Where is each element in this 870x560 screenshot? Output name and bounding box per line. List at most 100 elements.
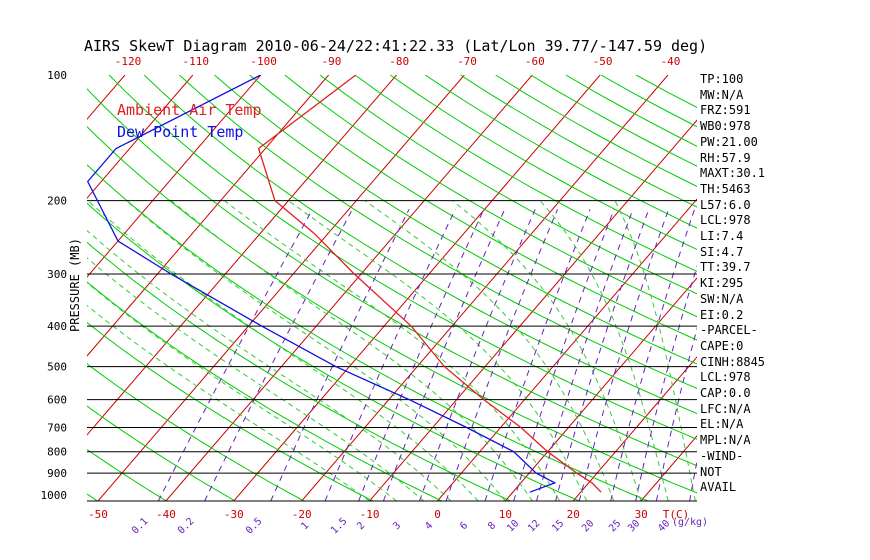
top-temp-tick-label: -90 — [321, 55, 341, 68]
index-item: WB0:978 — [700, 119, 751, 134]
mixing-ratio-label: 0.1 — [130, 516, 151, 537]
dry-adiabat-lines — [87, 75, 697, 501]
mixing-ratio-line — [419, 209, 536, 501]
isotherm-line — [97, 75, 465, 501]
moist-adiabat-line — [87, 282, 397, 501]
index-item: AVAIL — [700, 480, 737, 495]
moist-adiabat-line — [87, 304, 370, 501]
index-item: EL:N/A — [700, 417, 744, 432]
dry-adiabat-line — [87, 405, 236, 501]
top-temp-tick-label: -40 — [660, 55, 680, 68]
index-item: L57:6.0 — [700, 197, 751, 212]
mixing-ratio-line — [204, 209, 353, 501]
bottom-temp-tick-label: 0 — [434, 508, 441, 521]
mixing-ratio-label: 0.5 — [244, 516, 265, 537]
dry-adiabat-line — [87, 493, 98, 501]
index-item: SW:N/A — [700, 291, 744, 306]
pressure-tick-label: 200 — [47, 195, 67, 208]
isotherm-line — [87, 75, 397, 436]
dry-adiabat-line — [87, 281, 442, 501]
bottom-temp-tick-label: -10 — [360, 508, 380, 521]
mixing-ratio-line — [270, 209, 410, 501]
sounding-series — [87, 75, 602, 493]
mixing-ratio-line — [689, 458, 697, 501]
dry-adiabat-line — [354, 75, 697, 272]
bottom-temp-tick-label: -20 — [292, 508, 312, 521]
moist-adiabat-line — [87, 200, 479, 501]
pressure-tick-label: 100 — [47, 69, 67, 82]
mixing-ratio-label: 1 — [299, 520, 311, 532]
series-line — [87, 75, 557, 493]
mixing-ratio-label: 6 — [458, 520, 470, 532]
index-item: FRZ:591 — [700, 103, 751, 118]
mixing-ratio-unit-label: (g/kg) — [672, 517, 708, 528]
dry-adiabat-line — [319, 75, 697, 295]
dry-adiabat-line — [87, 321, 374, 501]
bottom-temp-tick-label: -30 — [224, 508, 244, 521]
top-temp-tick-label: -120 — [115, 55, 142, 68]
mixing-ratio-line — [445, 209, 558, 501]
index-item: LCL:978 — [700, 370, 751, 385]
bottom-temp-tick-label: 20 — [567, 508, 580, 521]
series-line — [257, 75, 602, 493]
isotherm-line — [87, 75, 194, 199]
pressure-tick-label: 700 — [47, 422, 67, 435]
mixing-ratio-line — [635, 264, 697, 501]
pressure-tick-label: 300 — [47, 268, 67, 281]
index-item: LCL:978 — [700, 213, 751, 228]
mixing-ratio-label: 20 — [580, 518, 596, 534]
pressure-lines — [87, 200, 697, 502]
bottom-temp-tick-label: -50 — [88, 508, 108, 521]
index-item: LFC:N/A — [700, 401, 751, 416]
mixing-ratio-label: 0.2 — [176, 516, 197, 537]
dry-adiabat-line — [87, 202, 580, 501]
bottom-temp-tick-label: 10 — [499, 508, 512, 521]
moist-adiabat-line — [364, 200, 615, 501]
index-item: TP:100 — [700, 72, 744, 86]
mixing-ratio-lines — [157, 209, 697, 501]
moist-adiabat-line — [125, 200, 506, 501]
mixing-ratio-line — [358, 209, 485, 501]
dry-adiabat-line — [87, 164, 649, 501]
dry-adiabat-line — [214, 75, 697, 365]
index-item: -WIND- — [700, 448, 744, 463]
mixing-ratio-label: 4 — [423, 520, 435, 532]
mixing-ratio-label: 1.5 — [329, 516, 350, 537]
dry-adiabat-line — [87, 88, 697, 467]
moist-adiabat-line — [614, 200, 696, 501]
pressure-tick-label: 400 — [47, 320, 67, 333]
isotherm-line — [87, 75, 262, 278]
dry-adiabat-line — [460, 75, 697, 208]
mixing-ratio-line — [382, 209, 506, 501]
legend-dew-point-temp: Dew Point Temp — [117, 123, 244, 141]
mixing-ratio-line — [578, 209, 670, 501]
dry-adiabat-line — [249, 75, 697, 341]
index-item: MPL:N/A — [700, 433, 751, 448]
index-item: CINH:8845 — [700, 354, 766, 369]
top-temp-tick-label: -100 — [250, 55, 277, 68]
pressure-tick-label: 600 — [47, 394, 67, 407]
top-temp-tick-label: -50 — [593, 55, 613, 68]
dry-adiabat-line — [284, 75, 697, 318]
mixing-ratio-label: 3 — [391, 520, 403, 532]
index-item: MW:N/A — [700, 87, 744, 102]
chart-title: AIRS SkewT Diagram 2010-06-24/22:41:22.3… — [84, 37, 708, 55]
dry-adiabat-line — [87, 448, 167, 501]
index-item: TT:39.7 — [700, 260, 751, 275]
pressure-tick-label: 500 — [47, 361, 67, 374]
dry-adiabat-line — [143, 75, 697, 415]
mixing-ratio-line — [610, 209, 695, 501]
isotherm-line — [87, 75, 329, 357]
moist-adiabat-line — [87, 229, 452, 501]
mixing-ratio-label: 8 — [486, 520, 498, 532]
mixing-ratio-label: 15 — [550, 518, 566, 534]
legend-ambient-air-temp: Ambient Air Temp — [117, 101, 262, 119]
index-item: SI:4.7 — [700, 244, 744, 259]
pressure-tick-label: 800 — [47, 446, 67, 459]
mixing-ratio-line — [513, 209, 615, 501]
isotherm-line — [572, 356, 697, 501]
top-temp-tick-label: -70 — [457, 55, 477, 68]
index-item: PW:21.00 — [700, 134, 758, 149]
y-axis-label: PRESSURE (MB) — [68, 238, 82, 332]
